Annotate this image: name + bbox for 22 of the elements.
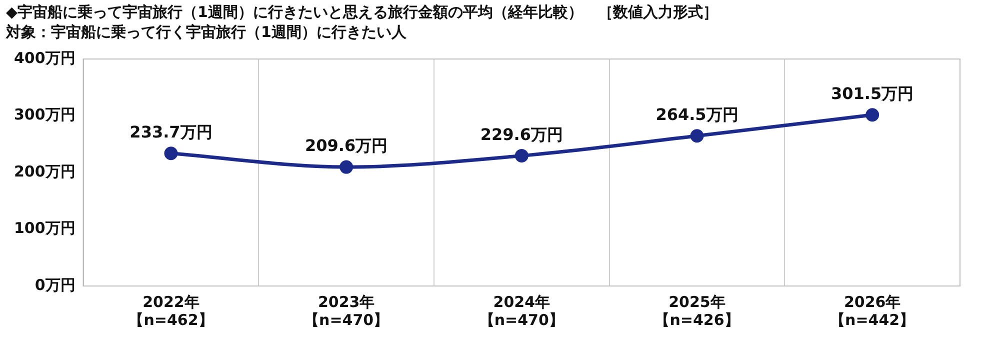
y-tick-label: 100万円 <box>14 219 76 238</box>
data-label: 301.5万円 <box>831 84 914 104</box>
chart-title: ◆宇宙船に乗って宇宙旅行（1週間）に行きたいと思える旅行金額の平均（経年比較） ［数値入力形式］ <box>6 2 719 22</box>
data-label: 264.5万円 <box>656 105 738 124</box>
y-tick-label: 300万円 <box>14 106 76 124</box>
y-tick-label: 400万円 <box>14 48 76 67</box>
point <box>690 129 704 143</box>
x-tick-label: 2025年【n=426】 <box>654 292 740 329</box>
x-tick-label: 2026年【n=442】 <box>830 292 915 329</box>
point <box>164 146 178 160</box>
data-label: 209.6万円 <box>305 136 388 156</box>
data-label: 229.6万円 <box>480 124 563 144</box>
chart-subtitle: 対象：宇宙船に乗って行く宇宙旅行（1週間）に行きたい人 <box>6 22 408 42</box>
y-tick-label: 200万円 <box>14 162 76 180</box>
point <box>340 160 354 174</box>
point <box>866 108 880 122</box>
x-tick-label: 2023年【n=470】 <box>304 292 389 329</box>
data-label: 233.7万円 <box>130 122 212 142</box>
y-tick-label: 0万円 <box>34 276 76 294</box>
x-tick-label: 2024年【n=470】 <box>479 292 564 329</box>
x-tick-label: 2022年【n=462】 <box>128 292 214 329</box>
point <box>514 148 528 162</box>
